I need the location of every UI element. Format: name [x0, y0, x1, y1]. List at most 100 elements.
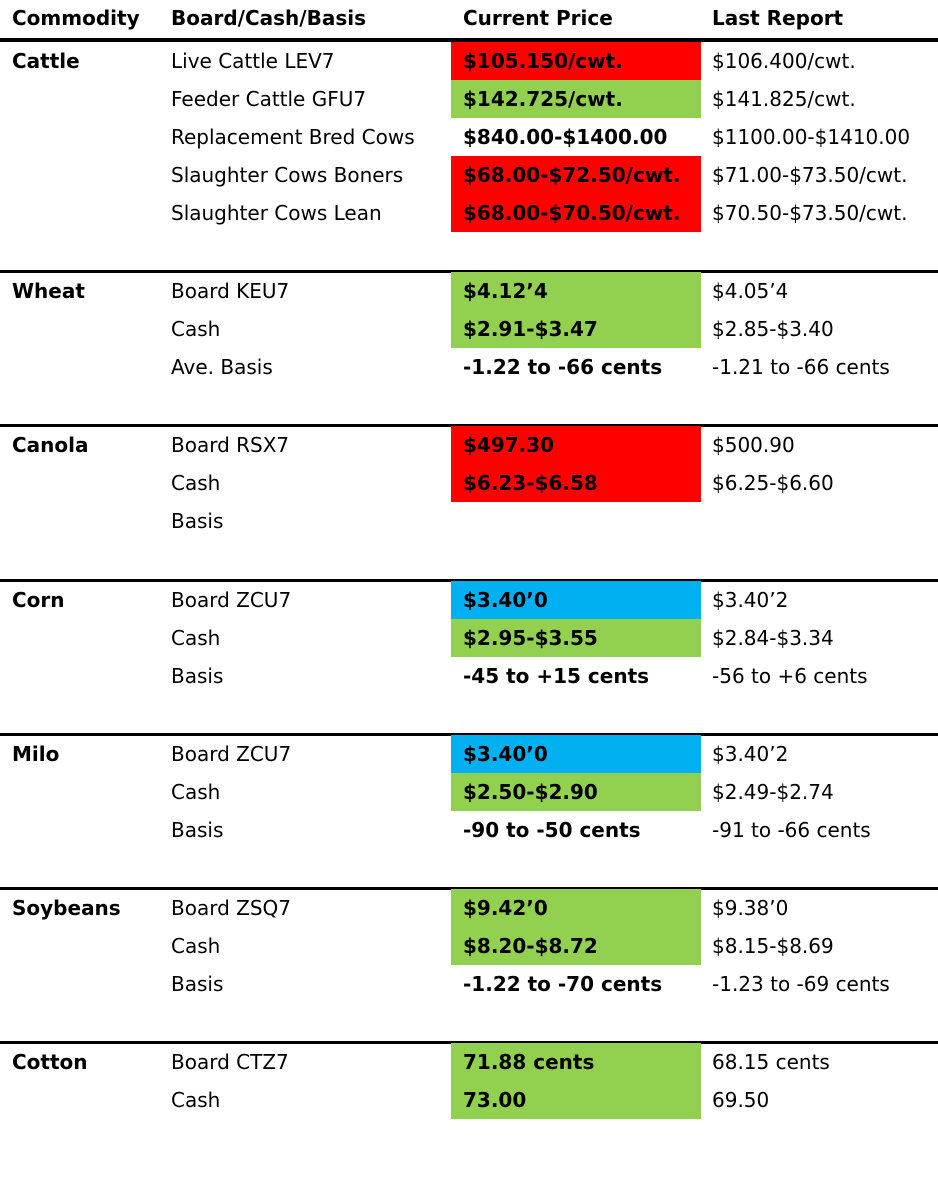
commodity-name: Cotton [12, 1050, 88, 1074]
board-cash-basis-label: Basis [171, 509, 224, 533]
last-report-price: -91 to -66 cents [712, 818, 871, 842]
current-price: $68.00-$70.50/cwt. [451, 194, 701, 232]
board-cash-basis-label: Slaughter Cows Boners [171, 163, 404, 187]
commodity-name: Cattle [12, 49, 80, 73]
table-row: Soybeans Board ZSQ7 $9.42’0 $9.38’0 [0, 889, 938, 927]
section-divider [0, 270, 938, 273]
board-cash-basis-label: Feeder Cattle GFU7 [171, 87, 367, 111]
table-row: Replacement Bred Cows $840.00-$1400.00 $11… [0, 118, 938, 156]
last-report-price: $3.40’2 [712, 742, 789, 766]
section-divider [0, 733, 938, 736]
table-row: Cash $2.95-$3.55 $2.84-$3.34 [0, 619, 938, 657]
commodity-name: Milo [12, 742, 60, 766]
table-row: Milo Board ZCU7 $3.40’0 $3.40’2 [0, 735, 938, 773]
table-row: Canola Board RSX7 $497.30 $500.90 [0, 426, 938, 464]
current-price: $105.150/cwt. [451, 42, 701, 80]
last-report-price: -56 to +6 cents [712, 664, 868, 688]
table-row: Basis -1.22 to -70 cents -1.23 to -69 cent… [0, 965, 938, 1003]
header-last-report: Last Report [712, 6, 844, 30]
last-report-price: 69.50 [712, 1088, 770, 1112]
table-row: Basis [0, 502, 938, 540]
table-row: Cash $8.20-$8.72 $8.15-$8.69 [0, 927, 938, 965]
board-cash-basis-label: Slaughter Cows Lean [171, 201, 382, 225]
commodity-name: Wheat [12, 279, 85, 303]
table-row: Slaughter Cows Boners $68.00-$72.50/cwt. $… [0, 156, 938, 194]
board-cash-basis-label: Replacement Bred Cows [171, 125, 415, 149]
table-row: Cash 73.00 69.50 [0, 1081, 938, 1119]
current-price: $2.95-$3.55 [451, 619, 701, 657]
board-cash-basis-label: Cash [171, 780, 221, 804]
board-cash-basis-label: Board ZCU7 [171, 742, 292, 766]
current-price: $9.42’0 [451, 889, 701, 927]
table-row: Corn Board ZCU7 $3.40’0 $3.40’2 [0, 581, 938, 619]
last-report-price: $1100.00-$1410.00 [712, 125, 911, 149]
commodity-name: Canola [12, 433, 89, 457]
current-price: 73.00 [451, 1081, 701, 1119]
header-divider [0, 38, 938, 42]
section-divider [0, 424, 938, 427]
board-cash-basis-label: Board CTZ7 [171, 1050, 289, 1074]
last-report-price: $70.50-$73.50/cwt. [712, 201, 908, 225]
current-price: $4.12’4 [451, 272, 701, 310]
section-divider [0, 579, 938, 582]
board-cash-basis-label: Live Cattle LEV7 [171, 49, 335, 73]
board-cash-basis-label: Cash [171, 934, 221, 958]
board-cash-basis-label: Basis [171, 972, 224, 996]
current-price: $2.50-$2.90 [451, 773, 701, 811]
current-price: $2.91-$3.47 [451, 310, 701, 348]
table-row: Slaughter Cows Lean $68.00-$70.50/cwt. $70… [0, 194, 938, 232]
last-report-price: $141.825/cwt. [712, 87, 856, 111]
commodity-name: Corn [12, 588, 65, 612]
board-cash-basis-label: Basis [171, 818, 224, 842]
table-row: Basis -90 to -50 cents -91 to -66 cents [0, 811, 938, 849]
board-cash-basis-label: Cash [171, 471, 221, 495]
table-row: Ave. Basis -1.22 to -66 cents -1.21 to -66… [0, 348, 938, 386]
current-price: $8.20-$8.72 [451, 927, 701, 965]
table-row: Cash $6.23-$6.58 $6.25-$6.60 [0, 464, 938, 502]
board-cash-basis-label: Board KEU7 [171, 279, 290, 303]
board-cash-basis-label: Board ZSQ7 [171, 896, 291, 920]
table-header: Commodity Board/Cash/Basis Current Price… [0, 0, 938, 40]
last-report-price: $8.15-$8.69 [712, 934, 834, 958]
current-price: $840.00-$1400.00 [463, 125, 668, 149]
table-row: Cash $2.50-$2.90 $2.49-$2.74 [0, 773, 938, 811]
current-price: 71.88 cents [451, 1043, 701, 1081]
last-report-price: $4.05’4 [712, 279, 789, 303]
header-commodity: Commodity [12, 6, 140, 30]
last-report-price: $6.25-$6.60 [712, 471, 834, 495]
table-row: Wheat Board KEU7 $4.12’4 $4.05’4 [0, 272, 938, 310]
board-cash-basis-label: Cash [171, 317, 221, 341]
last-report-price: -1.23 to -69 cents [712, 972, 890, 996]
current-price: $3.40’0 [451, 581, 701, 619]
table-row: Basis -45 to +15 cents -56 to +6 cents [0, 657, 938, 695]
section-divider [0, 1041, 938, 1044]
last-report-price: $3.40’2 [712, 588, 789, 612]
table-row: Feeder Cattle GFU7 $142.725/cwt. $141.825/… [0, 80, 938, 118]
board-cash-basis-label: Board ZCU7 [171, 588, 292, 612]
table-row: Cattle Live Cattle LEV7 $105.150/cwt. $106.… [0, 42, 938, 80]
current-price [451, 502, 701, 540]
last-report-price: $500.90 [712, 433, 795, 457]
board-cash-basis-label: Board RSX7 [171, 433, 290, 457]
board-cash-basis-label: Basis [171, 664, 224, 688]
header-board-cash-basis: Board/Cash/Basis [171, 6, 366, 30]
current-price: $497.30 [451, 426, 701, 464]
section-divider [0, 887, 938, 890]
current-price: $6.23-$6.58 [451, 464, 701, 502]
header-current-price: Current Price [463, 6, 613, 30]
last-report-price: $106.400/cwt. [712, 49, 856, 73]
current-price: $3.40’0 [451, 735, 701, 773]
last-report-price: $2.49-$2.74 [712, 780, 834, 804]
last-report-price: $2.85-$3.40 [712, 317, 834, 341]
last-report-price: -1.21 to -66 cents [712, 355, 890, 379]
current-price: -1.22 to -66 cents [463, 355, 663, 379]
board-cash-basis-label: Cash [171, 1088, 221, 1112]
board-cash-basis-label: Ave. Basis [171, 355, 273, 379]
last-report-price: $9.38’0 [712, 896, 789, 920]
current-price: -45 to +15 cents [463, 664, 650, 688]
current-price: $68.00-$72.50/cwt. [451, 156, 701, 194]
last-report-price: $2.84-$3.34 [712, 626, 834, 650]
table-row: Cash $2.91-$3.47 $2.85-$3.40 [0, 310, 938, 348]
commodity-name: Soybeans [12, 896, 121, 920]
current-price: -1.22 to -70 cents [463, 972, 663, 996]
